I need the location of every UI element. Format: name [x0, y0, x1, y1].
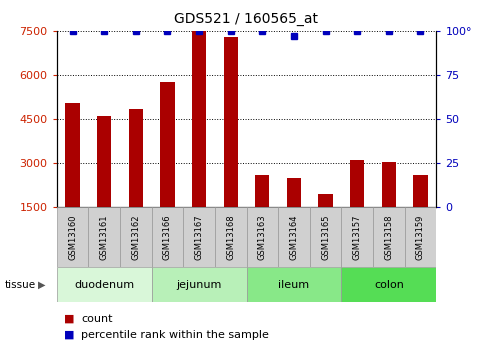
- Bar: [318, 194, 333, 207]
- Bar: [350, 160, 364, 207]
- Text: ileum: ileum: [279, 280, 310, 289]
- Bar: [382, 161, 396, 207]
- Text: GSM13159: GSM13159: [416, 215, 425, 260]
- Bar: [152, 207, 183, 267]
- Text: count: count: [81, 314, 113, 324]
- Text: GSM13157: GSM13157: [352, 215, 362, 260]
- Text: GSM13166: GSM13166: [163, 214, 172, 260]
- Bar: [246, 267, 341, 302]
- Bar: [215, 207, 246, 267]
- Text: GDS521 / 160565_at: GDS521 / 160565_at: [175, 12, 318, 26]
- Bar: [192, 31, 206, 207]
- Text: GSM13161: GSM13161: [100, 215, 108, 260]
- Bar: [183, 207, 215, 267]
- Text: duodenum: duodenum: [74, 280, 134, 289]
- Bar: [97, 116, 111, 207]
- Bar: [246, 207, 278, 267]
- Bar: [278, 207, 310, 267]
- Text: GSM13167: GSM13167: [195, 214, 204, 260]
- Bar: [120, 207, 152, 267]
- Bar: [160, 82, 175, 207]
- Bar: [341, 207, 373, 267]
- Bar: [373, 207, 405, 267]
- Bar: [88, 207, 120, 267]
- Text: GSM13168: GSM13168: [226, 214, 235, 260]
- Bar: [341, 267, 436, 302]
- Bar: [287, 178, 301, 207]
- Bar: [129, 109, 143, 207]
- Text: GSM13163: GSM13163: [258, 214, 267, 260]
- Bar: [57, 207, 88, 267]
- Text: GSM13162: GSM13162: [131, 215, 141, 260]
- Bar: [255, 175, 270, 207]
- Bar: [310, 207, 341, 267]
- Bar: [405, 207, 436, 267]
- Text: GSM13160: GSM13160: [68, 215, 77, 260]
- Bar: [223, 37, 238, 207]
- Text: ■: ■: [64, 330, 74, 339]
- Bar: [57, 267, 152, 302]
- Text: GSM13158: GSM13158: [385, 215, 393, 260]
- Bar: [413, 175, 427, 207]
- Text: tissue: tissue: [5, 280, 36, 289]
- Text: jejunum: jejunum: [176, 280, 222, 289]
- Text: colon: colon: [374, 280, 404, 289]
- Text: ■: ■: [64, 314, 74, 324]
- Text: ▶: ▶: [38, 280, 46, 289]
- Text: GSM13165: GSM13165: [321, 215, 330, 260]
- Bar: [66, 103, 80, 207]
- Bar: [152, 267, 246, 302]
- Text: percentile rank within the sample: percentile rank within the sample: [81, 330, 269, 339]
- Text: GSM13164: GSM13164: [289, 215, 298, 260]
